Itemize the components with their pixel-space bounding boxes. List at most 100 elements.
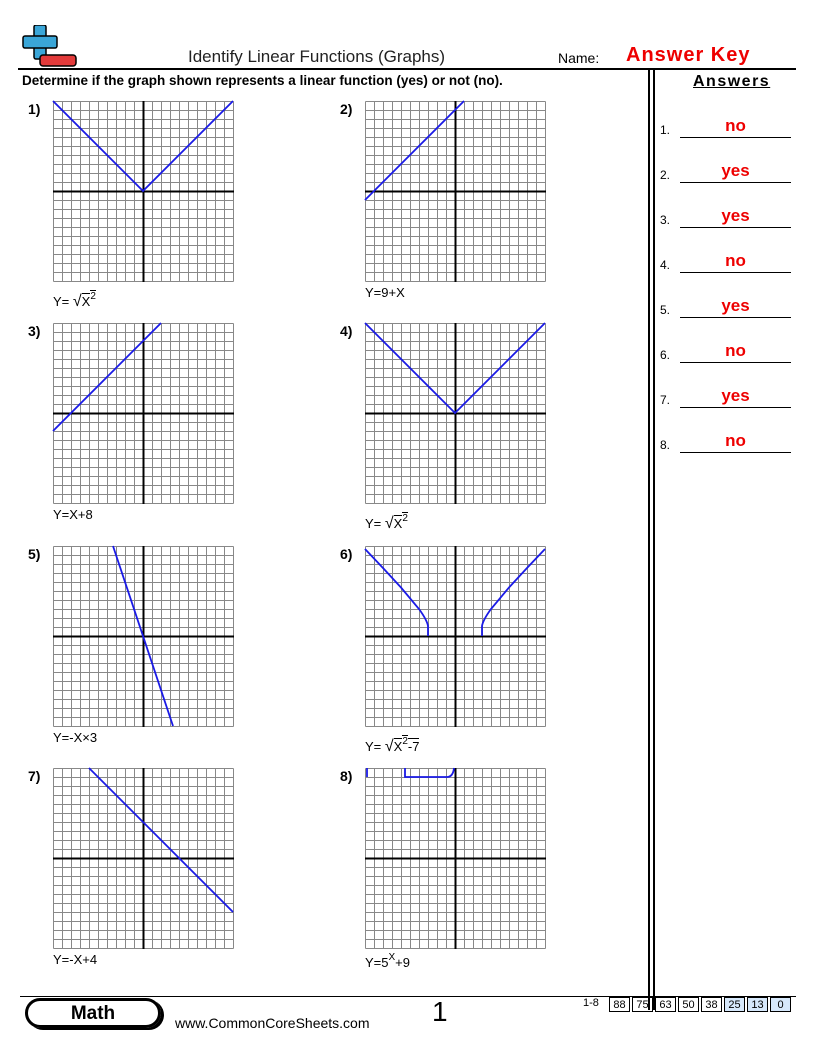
graph — [364, 100, 546, 282]
equation-part: Y= — [53, 294, 73, 309]
function-curve — [112, 545, 174, 727]
equation-part: Y= — [365, 516, 385, 531]
equation-part: √ — [72, 293, 82, 310]
function-curve — [364, 322, 546, 415]
equation-part: Y= — [365, 739, 385, 754]
equation: Y= √X2 — [365, 512, 408, 533]
name-value: Answer Key — [626, 44, 751, 66]
answer: yes — [721, 386, 750, 405]
equation: Y=9+X — [365, 285, 405, 300]
answer-number: 1. — [660, 123, 671, 137]
answer: no — [725, 341, 746, 360]
problem-number: 6) — [340, 546, 353, 562]
score: 25 — [724, 997, 745, 1012]
equation-part: Y=9+X — [365, 285, 405, 300]
equation: Y=-X+4 — [53, 952, 97, 967]
graph — [52, 322, 234, 504]
subject-badge: Math — [25, 998, 161, 1028]
function-curve — [52, 100, 234, 193]
website: www.CommonCoreSheets.com — [175, 1015, 370, 1031]
function-curve — [88, 767, 234, 913]
function-curve — [364, 548, 429, 636]
equation-part: Y=X+8 — [53, 507, 93, 522]
page-number: 1 — [432, 996, 448, 1027]
divider — [648, 68, 650, 1010]
problem-number: 3) — [28, 323, 41, 339]
graph — [52, 100, 234, 282]
equation: Y=X+8 — [53, 507, 93, 522]
score: 38 — [701, 997, 722, 1012]
problem-number: 2) — [340, 101, 353, 117]
answer: no — [725, 431, 746, 450]
title: Identify Linear Functions (Graphs) — [188, 47, 446, 66]
score: 75 — [632, 997, 653, 1012]
equation: Y=-X×3 — [53, 730, 97, 745]
equation-part: X — [81, 293, 91, 309]
equation-part: Y=-X+4 — [53, 952, 98, 967]
footer-rule — [20, 996, 796, 997]
answer-line — [680, 317, 791, 318]
problem-number: 5) — [28, 546, 41, 562]
equation-part: Y=5 — [365, 955, 389, 970]
equation-part: 2 — [90, 290, 96, 302]
answer-line — [680, 407, 791, 408]
equation-part: X — [393, 515, 403, 531]
equation-part: √ — [384, 738, 394, 755]
answer-number: 7. — [660, 393, 671, 407]
function-curve — [52, 322, 162, 432]
answer: yes — [721, 161, 750, 180]
logo — [22, 25, 77, 67]
score: 13 — [747, 997, 768, 1012]
answer-number: 5. — [660, 303, 671, 317]
equation-part: 2 — [402, 512, 408, 524]
equation-part: √ — [384, 515, 394, 532]
graph — [364, 322, 546, 504]
equation-part: -7 — [407, 738, 420, 754]
answer-number: 2. — [660, 168, 671, 182]
equation: Y=5X+9 — [365, 952, 410, 970]
graph — [365, 767, 546, 949]
equation-part: 2 — [402, 735, 408, 747]
equation: Y= √X2-7 — [365, 735, 420, 756]
name-label: Name: — [558, 50, 600, 66]
function-curve — [404, 767, 455, 778]
equation: Y= √X2 — [53, 290, 96, 311]
answer: yes — [721, 206, 750, 225]
score: 63 — [655, 997, 676, 1012]
equation-part: X — [393, 738, 403, 754]
answer: yes — [721, 296, 750, 315]
answer-number: 6. — [660, 348, 671, 362]
answer: no — [725, 251, 746, 270]
answer-line — [680, 182, 791, 183]
function-curve — [364, 100, 465, 201]
equation-part: +9 — [395, 955, 410, 970]
problem-number: 7) — [28, 768, 41, 784]
answer-line — [680, 452, 791, 453]
header-rule — [18, 68, 796, 70]
instructions: Determine if the graph shown represents … — [22, 73, 503, 88]
problem-number: 8) — [340, 768, 353, 784]
answer-line — [680, 227, 791, 228]
graph — [53, 767, 234, 949]
score-range: 1-8 — [583, 997, 599, 1009]
score: 88 — [609, 997, 630, 1012]
answer-line — [680, 137, 791, 138]
answer-number: 8. — [660, 438, 671, 452]
answers-title: Answers — [693, 73, 771, 90]
answer-number: 3. — [660, 213, 671, 227]
function-curve — [481, 548, 546, 636]
score: 0 — [770, 997, 791, 1012]
problem-number: 4) — [340, 323, 353, 339]
equation-part: Y=-X×3 — [53, 730, 98, 745]
answer: no — [725, 116, 746, 135]
divider — [653, 68, 655, 1010]
answer-number: 4. — [660, 258, 671, 272]
problem-number: 1) — [28, 101, 41, 117]
graph — [53, 545, 234, 727]
answer-line — [680, 272, 791, 273]
graph — [364, 546, 546, 727]
answer-line — [680, 362, 791, 363]
score: 50 — [678, 997, 699, 1012]
equation-part: X — [388, 952, 396, 963]
